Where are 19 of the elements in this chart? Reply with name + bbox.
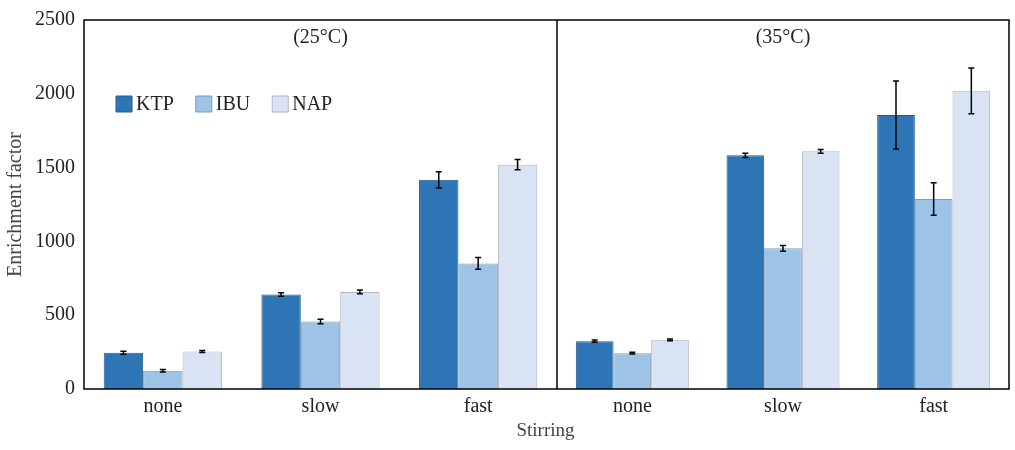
y-tick-label: 500	[45, 302, 75, 325]
legend-label: NAP	[292, 92, 333, 115]
legend-label: KTP	[136, 92, 174, 115]
legend-label: IBU	[215, 92, 251, 115]
chart-title: (35°C)	[755, 25, 811, 49]
x-tick-label: fast	[919, 394, 949, 417]
chart-title: (25°C)	[293, 25, 348, 49]
y-axis-title: Enrichment factor	[3, 131, 26, 277]
y-tick-label: 2000	[35, 81, 75, 104]
y-tick-label: 1000	[35, 228, 75, 251]
x-tick-label: slow	[764, 394, 803, 417]
x-tick-label: none	[612, 394, 652, 417]
x-tick-label: none	[143, 394, 183, 417]
x-tick-label: slow	[301, 394, 340, 417]
y-tick-label: 1500	[35, 154, 75, 177]
x-axis-title: Stirring	[516, 419, 575, 440]
x-tick-label: fast	[463, 394, 494, 417]
y-tick-label: 2500	[35, 7, 75, 30]
y-tick-label: 0	[65, 376, 75, 399]
